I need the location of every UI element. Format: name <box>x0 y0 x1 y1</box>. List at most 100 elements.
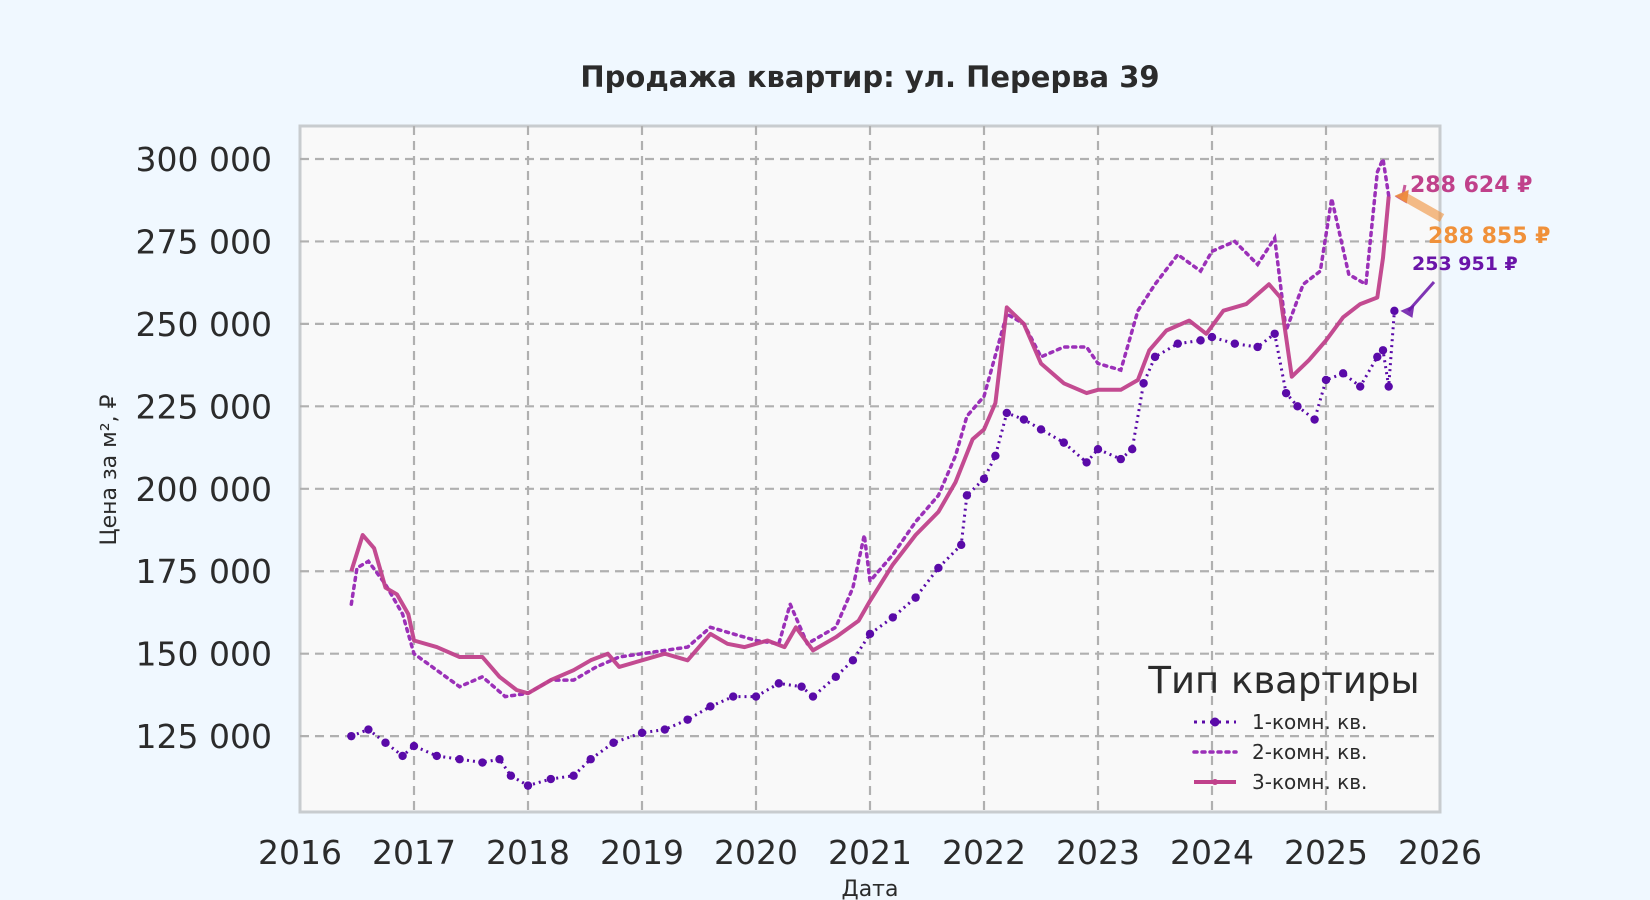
series-point <box>506 771 516 780</box>
series-point <box>478 758 487 767</box>
series-point <box>888 613 897 622</box>
series-point <box>1036 425 1046 434</box>
series-point <box>586 755 595 764</box>
series-point <box>1293 402 1302 411</box>
x-tick-label: 2026 <box>1398 833 1482 872</box>
series-point <box>495 755 504 764</box>
series-group <box>347 152 1399 790</box>
annotation-label: 253 951 ₽ <box>1412 253 1518 275</box>
series-point <box>865 629 875 639</box>
series-point <box>1373 352 1382 362</box>
series-point <box>1356 382 1365 391</box>
series-point <box>1384 382 1393 391</box>
series-point <box>432 751 441 761</box>
series-point <box>1270 329 1279 338</box>
series-point <box>706 702 715 711</box>
series-point <box>911 593 920 602</box>
series-point <box>751 692 761 701</box>
legend: Тип квартиры 1-комн. кв. 2-комн. кв. 3-комн… <box>1147 659 1419 794</box>
series-point <box>455 755 464 764</box>
series-point <box>609 738 618 747</box>
y-tick-label: 225 000 <box>136 387 272 426</box>
legend-item: 1-комн. кв. <box>1194 710 1367 734</box>
series-point <box>1321 375 1331 385</box>
series-point <box>774 679 783 688</box>
series-point <box>808 692 818 701</box>
series-point <box>546 774 555 784</box>
chart-title: Продажа квартир: ул. Перерва 39 <box>580 60 1159 94</box>
legend-label: 2-комн. кв. <box>1252 740 1367 764</box>
series-point <box>660 725 669 734</box>
x-tick-label: 2022 <box>942 833 1026 872</box>
legend-label: 3-комн. кв. <box>1252 770 1367 794</box>
legend-item: 3-комн. кв. <box>1194 770 1367 794</box>
series-point <box>1173 339 1183 348</box>
series-point <box>381 738 390 747</box>
y-tick-label: 275 000 <box>136 222 272 261</box>
series-point <box>1378 346 1388 355</box>
annotation-label: 288 855 ₽ <box>1428 224 1550 249</box>
series-line <box>349 152 1391 699</box>
series-point <box>1082 458 1091 467</box>
series-point <box>1139 379 1148 388</box>
y-tick-label: 300 000 <box>136 140 272 179</box>
x-tick-label: 2025 <box>1284 833 1368 872</box>
series-point <box>1019 415 1029 424</box>
series-point <box>1390 306 1399 316</box>
series-point <box>364 725 373 734</box>
y-tick-label: 175 000 <box>136 552 272 591</box>
series-point <box>409 741 419 751</box>
y-tick-label: 200 000 <box>136 470 272 509</box>
y-axis-label: Цена за м², ₽ <box>97 394 122 545</box>
series-point <box>1093 445 1103 454</box>
series-point <box>1253 342 1262 352</box>
x-tick-label: 2024 <box>1170 833 1254 872</box>
series-point <box>729 692 738 701</box>
series-point <box>398 751 407 761</box>
series-point <box>1002 408 1011 418</box>
series-point <box>831 672 840 681</box>
x-tick-label: 2021 <box>828 833 912 872</box>
series-point <box>569 771 578 780</box>
series-line <box>349 196 1391 696</box>
series-point <box>979 474 989 484</box>
legend-title: Тип квартиры <box>1147 659 1419 702</box>
x-tick-label: 2020 <box>714 833 798 872</box>
series-point <box>1059 438 1069 447</box>
series-point <box>1116 454 1126 464</box>
series-point <box>991 451 1000 461</box>
annotation-label: 288 624 ₽ <box>1410 173 1532 198</box>
x-tick-label: 2017 <box>372 833 456 872</box>
series-point <box>637 728 647 738</box>
annotation-arrow-head <box>1394 189 1409 203</box>
series-3-room <box>349 196 1391 696</box>
y-tick-label: 150 000 <box>136 635 272 674</box>
series-point <box>1281 388 1291 398</box>
annotation: 253 951 ₽ <box>1400 253 1518 318</box>
series-point <box>1338 369 1348 378</box>
annotation: 288 855 ₽ <box>1394 189 1550 249</box>
series-1-room <box>347 306 1399 790</box>
y-tick-label: 125 000 <box>136 717 272 756</box>
series-point <box>683 715 692 724</box>
series-point <box>1310 415 1319 424</box>
series-point <box>1207 332 1217 342</box>
x-tick-label: 2023 <box>1056 833 1140 872</box>
series-point <box>1128 445 1137 454</box>
series-point <box>1150 352 1160 362</box>
legend-marker <box>1210 717 1220 727</box>
x-axis-label: Дата <box>842 877 899 900</box>
series-point <box>934 563 943 573</box>
x-tick-label: 2016 <box>258 833 342 872</box>
x-tick-label: 2018 <box>486 833 570 872</box>
series-point <box>848 656 858 665</box>
series-2-room <box>349 152 1391 699</box>
series-point <box>1196 336 1205 345</box>
series-point <box>1230 339 1240 348</box>
legend-label: 1-комн. кв. <box>1252 710 1367 734</box>
legend-item: 2-комн. кв. <box>1192 740 1367 764</box>
x-tick-label: 2019 <box>600 833 684 872</box>
y-tick-label: 250 000 <box>136 305 272 344</box>
